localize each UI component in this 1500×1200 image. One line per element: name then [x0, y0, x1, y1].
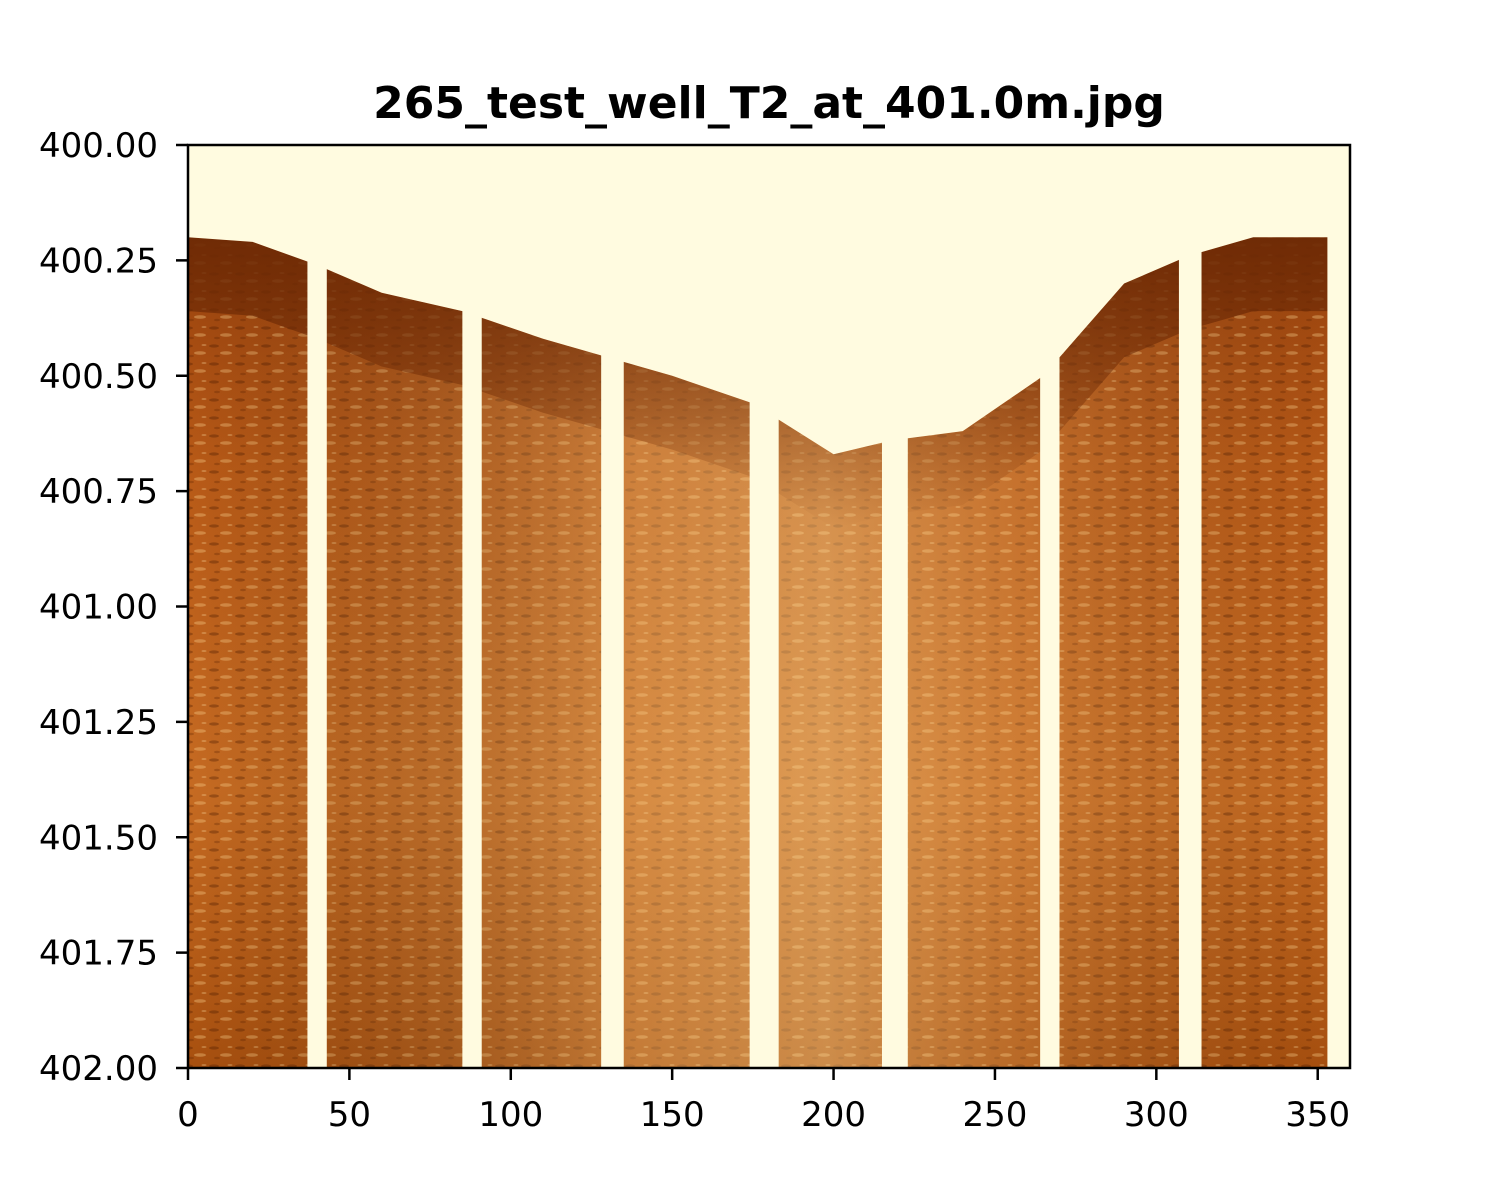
- y-tick-label: 400.00: [39, 126, 158, 166]
- x-tick-label: 250: [962, 1095, 1027, 1135]
- y-tick-label: 401.50: [39, 818, 158, 858]
- gap-strip: [1040, 145, 1060, 1068]
- x-tick-label: 150: [640, 1095, 705, 1135]
- y-axis: 400.00 400.25 400.50 400.75 401.00 401.25 401.…: [39, 126, 188, 1089]
- y-tick-label: 400.75: [39, 472, 158, 512]
- x-tick-label: 50: [328, 1095, 371, 1135]
- y-tick-label: 400.50: [39, 357, 158, 397]
- x-tick-label: 350: [1285, 1095, 1350, 1135]
- gap-strip: [601, 145, 624, 1068]
- x-tick-label: 100: [478, 1095, 543, 1135]
- y-tick-label: 401.75: [39, 934, 158, 974]
- gap-strip: [1178, 145, 1202, 1068]
- gap-strips: [307, 145, 1350, 1068]
- x-tick-label: 0: [177, 1095, 199, 1135]
- x-tick-label: 300: [1124, 1095, 1189, 1135]
- gap-strip: [1327, 145, 1350, 1068]
- gap-strip: [307, 145, 327, 1068]
- y-tick-label: 401.00: [39, 588, 158, 628]
- gap-strip: [462, 145, 482, 1068]
- x-axis: 0 50 100 150 200 250 300 350: [177, 1068, 1350, 1135]
- y-tick-label: 400.25: [39, 241, 158, 281]
- y-tick-label: 401.25: [39, 703, 158, 743]
- gap-strip: [749, 145, 779, 1068]
- gap-strip: [881, 145, 908, 1068]
- x-tick-label: 200: [801, 1095, 866, 1135]
- heatmap-image: [188, 145, 1350, 1068]
- y-tick-label: 402.00: [39, 1049, 158, 1089]
- chart-title: 265_test_well_T2_at_401.0m.jpg: [373, 78, 1165, 129]
